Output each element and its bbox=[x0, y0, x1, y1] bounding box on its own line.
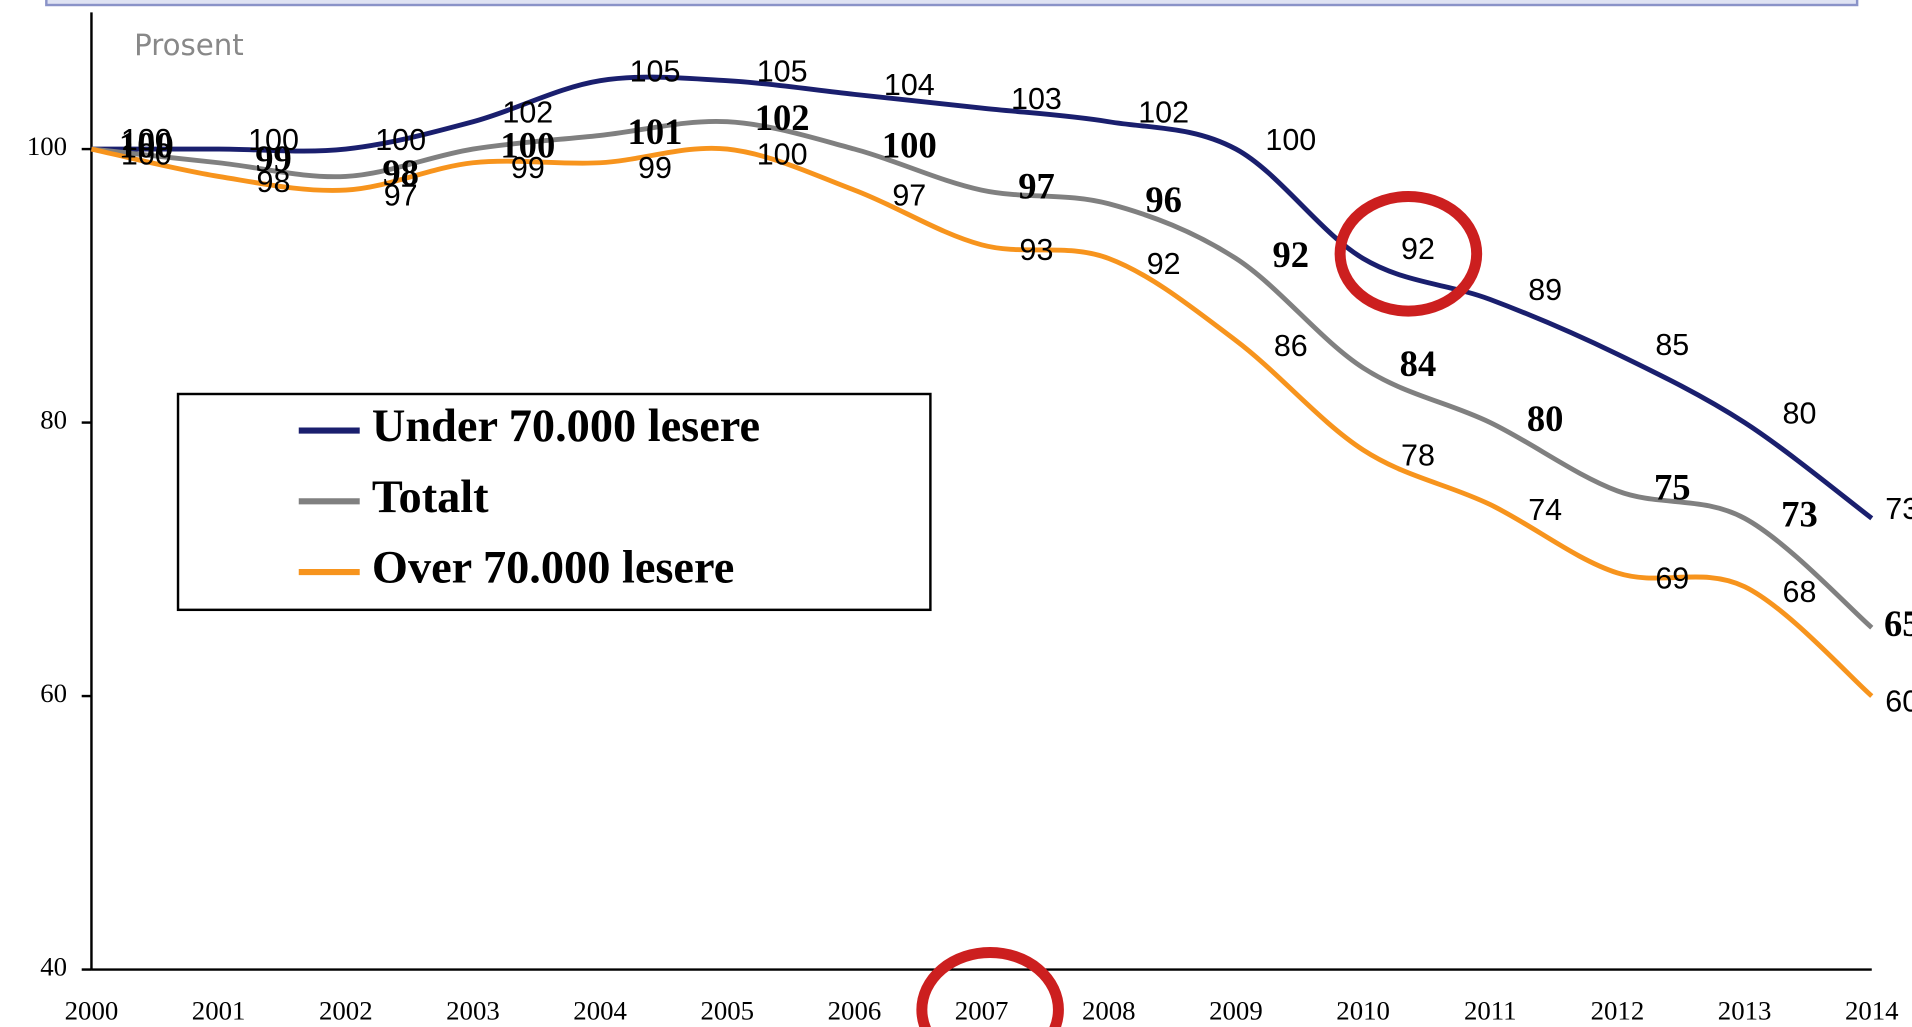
data-label: 99 bbox=[511, 151, 545, 185]
data-label: 68 bbox=[1783, 575, 1817, 609]
x-tick-label: 2001 bbox=[192, 996, 246, 1026]
legend: Under 70.000 lesere Totalt Over 70.000 les… bbox=[176, 392, 932, 612]
y-tick-label: 40 bbox=[40, 952, 67, 982]
data-label: 100 bbox=[757, 137, 808, 171]
data-label: 92 bbox=[1147, 247, 1181, 281]
data-label: 78 bbox=[1401, 438, 1435, 472]
data-label: 104 bbox=[884, 68, 935, 102]
x-tick-label: 2014 bbox=[1845, 996, 1899, 1026]
data-label: 100 bbox=[1265, 123, 1316, 157]
data-label: 89 bbox=[1528, 273, 1562, 307]
data-label: 100 bbox=[121, 123, 172, 157]
data-label: 73 bbox=[1885, 492, 1912, 526]
data-label: 92 bbox=[1401, 232, 1435, 266]
x-tick-label: 2008 bbox=[1082, 996, 1136, 1026]
data-label: 101 bbox=[628, 111, 683, 152]
data-label: 105 bbox=[757, 54, 808, 88]
data-label: 105 bbox=[630, 54, 681, 88]
y-axis-label: Prosent bbox=[134, 28, 244, 62]
data-label: 100 bbox=[119, 124, 174, 165]
data-label: 80 bbox=[1783, 396, 1817, 430]
data-label: 100 bbox=[500, 124, 555, 165]
data-label: 96 bbox=[1145, 179, 1182, 220]
data-label: 103 bbox=[1011, 82, 1062, 116]
x-tick-label: 2009 bbox=[1209, 996, 1263, 1026]
highlight-circle bbox=[1334, 190, 1483, 317]
data-label: 69 bbox=[1655, 561, 1689, 595]
data-label: 102 bbox=[755, 97, 810, 138]
data-label: 93 bbox=[1020, 233, 1054, 267]
x-tick-label: 2004 bbox=[573, 996, 627, 1026]
data-labels: 1001001001021051051041031021009289858073… bbox=[119, 54, 1912, 718]
line bbox=[90, 145, 1874, 698]
data-label: 102 bbox=[502, 95, 553, 129]
data-label: 100 bbox=[375, 123, 426, 157]
x-tick-label: 2000 bbox=[65, 996, 119, 1026]
legend-label: Under 70.000 lesere bbox=[372, 401, 760, 452]
y-tick-label: 80 bbox=[40, 405, 67, 435]
data-label: 92 bbox=[1273, 234, 1310, 275]
data-label: 99 bbox=[638, 151, 672, 185]
data-label: 65 bbox=[1884, 603, 1912, 644]
data-label: 98 bbox=[382, 152, 419, 193]
data-label: 100 bbox=[121, 137, 172, 171]
highlight-circle bbox=[916, 947, 1064, 1027]
line bbox=[91, 118, 1874, 630]
x-tick-label: 2005 bbox=[700, 996, 754, 1026]
data-label: 86 bbox=[1274, 329, 1308, 363]
x-tick-label: 2002 bbox=[319, 996, 373, 1026]
data-label: 80 bbox=[1527, 398, 1564, 439]
data-label: 97 bbox=[892, 178, 926, 212]
line bbox=[91, 74, 1874, 521]
y-tick-label: 100 bbox=[27, 131, 67, 161]
data-label: 75 bbox=[1654, 466, 1691, 507]
top-banner bbox=[45, 0, 1859, 7]
x-tick-label: 2010 bbox=[1336, 996, 1390, 1026]
axes: 40 60 80 100 2000 2001 2002 2003 2004 2005 2006 200… bbox=[27, 12, 1899, 1026]
data-label: 100 bbox=[248, 123, 299, 157]
data-label: 74 bbox=[1528, 493, 1562, 527]
x-tick-label: 2013 bbox=[1718, 996, 1772, 1026]
legend-label: Over 70.000 lesere bbox=[372, 543, 734, 594]
data-label: 98 bbox=[257, 165, 291, 199]
data-label: 85 bbox=[1655, 328, 1689, 362]
y-tick-label: 60 bbox=[40, 678, 67, 708]
lines bbox=[90, 74, 1874, 698]
data-label: 99 bbox=[255, 138, 292, 179]
data-label: 100 bbox=[882, 124, 937, 165]
data-label: 97 bbox=[1018, 165, 1055, 206]
data-label: 60 bbox=[1885, 684, 1912, 718]
x-tick-label: 2007 bbox=[955, 996, 1009, 1026]
x-tick-label: 2012 bbox=[1591, 996, 1645, 1026]
x-tick-label: 2006 bbox=[828, 996, 882, 1026]
x-tick-label: 2011 bbox=[1464, 996, 1517, 1026]
x-tick-label: 2003 bbox=[446, 996, 500, 1026]
data-label: 102 bbox=[1138, 95, 1189, 129]
legend-label: Totalt bbox=[372, 472, 489, 523]
data-label: 97 bbox=[384, 178, 418, 212]
data-label: 73 bbox=[1781, 494, 1818, 535]
data-label: 84 bbox=[1400, 343, 1437, 384]
